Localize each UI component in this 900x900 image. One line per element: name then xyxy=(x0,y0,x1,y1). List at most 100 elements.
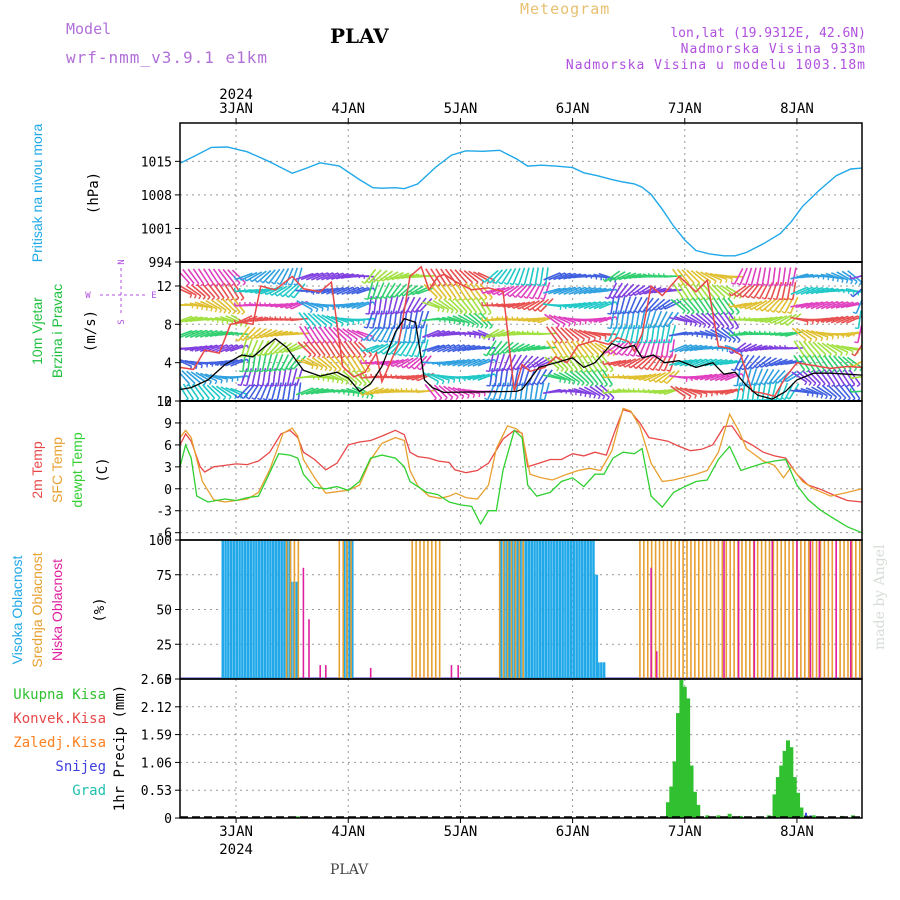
wind-barb-flag xyxy=(609,295,614,299)
wind-barb xyxy=(513,368,520,386)
wind-barb-flag xyxy=(369,349,374,354)
wind-barb xyxy=(276,284,293,297)
wind-barb-flag xyxy=(346,355,351,359)
wind-barb xyxy=(564,371,580,383)
wind-barb-flag xyxy=(716,325,720,330)
wind-barb xyxy=(337,327,353,341)
wind-barb xyxy=(432,344,450,353)
wind-barb xyxy=(441,316,460,323)
wind-barb xyxy=(692,282,704,299)
wind-barb-flag xyxy=(652,389,655,394)
wind-barb-flag xyxy=(228,396,232,400)
wind-barb-flag xyxy=(531,345,534,350)
wind-barb xyxy=(182,383,194,400)
wind-barb xyxy=(831,343,849,353)
cloud-high-bar xyxy=(280,540,283,679)
precip-bar xyxy=(799,807,804,818)
wind-barb xyxy=(811,386,828,397)
wind-barb xyxy=(694,358,712,367)
wind-barb xyxy=(215,385,232,398)
wind-barb-flag xyxy=(380,277,384,282)
wind-barb xyxy=(297,341,312,356)
wind-barb-flag xyxy=(345,381,349,385)
wind-barb-flag xyxy=(523,295,528,299)
wind-barb xyxy=(841,315,859,324)
cloud-high-bar xyxy=(266,540,269,679)
wind-barb xyxy=(632,296,643,314)
wind-barb-flag xyxy=(380,361,383,366)
wind-barb-flag xyxy=(293,283,298,286)
wind-barb-flag xyxy=(736,282,741,286)
wind-barb-flag xyxy=(447,379,450,384)
wind-barb xyxy=(292,355,307,370)
wind-barb-flag xyxy=(845,279,849,284)
wind-barb-flag xyxy=(768,319,772,324)
wind-barb-flag xyxy=(245,396,250,400)
y-tick-label: 994 xyxy=(149,256,173,271)
wind-barb-flag xyxy=(370,279,374,283)
wind-barb xyxy=(583,330,601,338)
wind-barb xyxy=(245,271,263,282)
wind-barb xyxy=(591,369,604,385)
precip-bar xyxy=(727,813,732,818)
wind-barb xyxy=(836,315,854,324)
wind-barb-flag xyxy=(208,381,213,385)
wind-barb-flag xyxy=(220,379,223,384)
cloud-high-bar xyxy=(575,540,578,679)
cloud-high-bar xyxy=(524,540,528,679)
wind-barb xyxy=(583,301,601,310)
wind-barb xyxy=(277,367,282,387)
wind-barb xyxy=(427,344,445,353)
wind-barb xyxy=(405,296,416,314)
wind-barb xyxy=(421,344,440,352)
wind-barb-flag xyxy=(621,311,625,315)
station-title: PLAV xyxy=(330,24,389,48)
wind-barb-flag xyxy=(831,335,834,340)
wind-barb xyxy=(850,274,862,280)
wind-barb xyxy=(237,384,251,399)
wind-barb-flag xyxy=(359,347,363,352)
footer-station: PLAV xyxy=(330,862,369,878)
wind-barb xyxy=(323,326,337,342)
wind-barb xyxy=(607,282,618,300)
wind-barb xyxy=(566,354,579,371)
wind-barb-flag xyxy=(769,284,773,286)
wind-barb xyxy=(377,270,394,283)
wind-barb-flag xyxy=(604,335,607,340)
wind-barb-flag xyxy=(863,350,864,354)
wind-barb-flag xyxy=(249,370,253,373)
wind-barb xyxy=(180,329,198,339)
wind-barb-flag xyxy=(845,351,849,356)
wind-barb xyxy=(311,272,329,281)
wind-barb xyxy=(187,268,200,285)
wind-barb-flag xyxy=(850,293,854,298)
wind-ylabel: (m/s) xyxy=(83,310,99,352)
wind-barb-flag xyxy=(604,383,608,388)
wind-barb-flag xyxy=(725,312,729,316)
wind-barb xyxy=(235,314,253,325)
wind-barb-flag xyxy=(512,294,516,298)
wind-barb xyxy=(372,343,389,354)
cloud-high-bar xyxy=(538,540,542,679)
wind-barb xyxy=(558,286,576,295)
wind-barb xyxy=(591,354,603,371)
wind-barb xyxy=(534,298,550,312)
wind-barb-flag xyxy=(290,295,295,299)
wind-barb xyxy=(210,299,227,311)
wind-barb xyxy=(189,302,208,308)
wind-barb-flag xyxy=(516,347,519,352)
precip-bar xyxy=(782,750,787,818)
wind-barb xyxy=(589,341,605,355)
wind-barb-flag xyxy=(480,324,484,329)
wind-barb-flag xyxy=(283,384,288,387)
wind-barb-flag xyxy=(309,309,313,314)
wind-barb xyxy=(331,272,349,280)
wind-barb-flag xyxy=(849,374,852,379)
wind-barb-flag xyxy=(279,349,283,354)
wind-barb-flag xyxy=(618,294,622,298)
wind-barb xyxy=(714,372,733,382)
wind-barb xyxy=(542,287,561,294)
wind-barb-flag xyxy=(784,360,786,365)
wind-barb xyxy=(447,344,465,353)
wind-barb xyxy=(503,284,520,297)
